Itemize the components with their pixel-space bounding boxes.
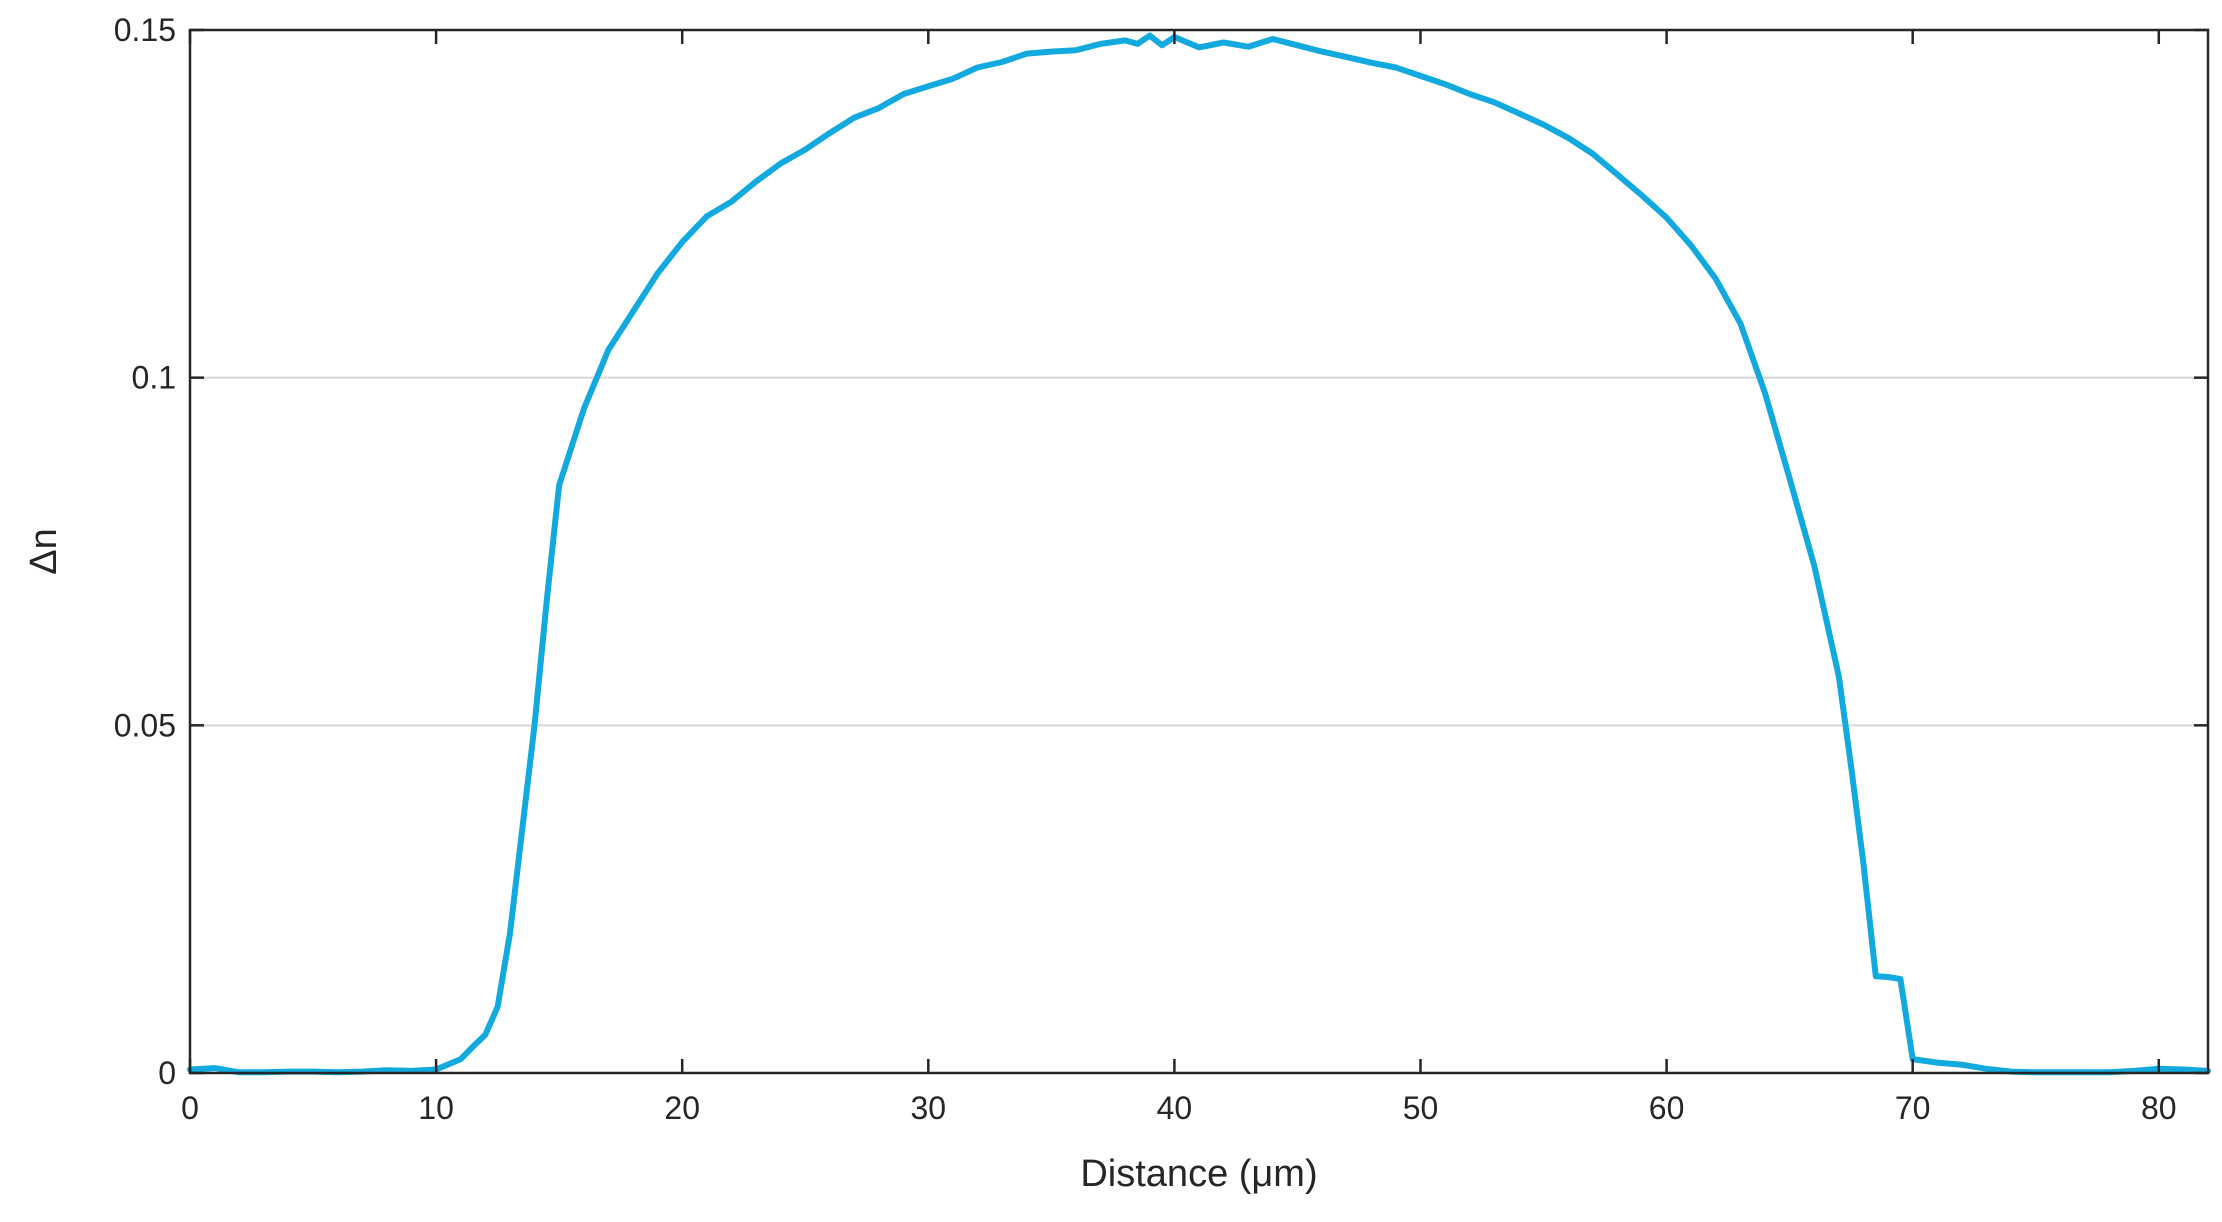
axes-box [188, 28, 2210, 1075]
x-axis-label: Distance (μm) [1080, 1153, 1317, 1195]
x-tick-label-3: 30 [910, 1090, 946, 1126]
x-tick-label-2: 20 [664, 1090, 700, 1126]
y-axis-label: Δn [23, 528, 65, 575]
y-tick-label-0: 0 [158, 1055, 176, 1091]
grid-layer [190, 376, 2208, 727]
x-tick-label-8: 80 [2141, 1090, 2177, 1126]
y-tick-label-3: 0.15 [114, 12, 176, 48]
y-axis: 0 0.05 0.1 0.15 [114, 12, 2208, 1091]
y-tick-label-1: 0.05 [114, 707, 176, 743]
y-tick-label-2: 0.1 [132, 360, 176, 396]
x-tick-label-0: 0 [181, 1090, 199, 1126]
x-axis: 0 10 20 30 40 50 60 70 80 [181, 30, 2177, 1126]
x-tick-label-4: 40 [1157, 1090, 1193, 1126]
x-tick-label-7: 70 [1895, 1090, 1931, 1126]
series-line-0 [187, 32, 2211, 1076]
series-layer [187, 32, 2211, 1076]
x-tick-label-1: 10 [418, 1090, 454, 1126]
x-tick-label-6: 60 [1649, 1090, 1685, 1126]
x-tick-label-5: 50 [1403, 1090, 1439, 1126]
